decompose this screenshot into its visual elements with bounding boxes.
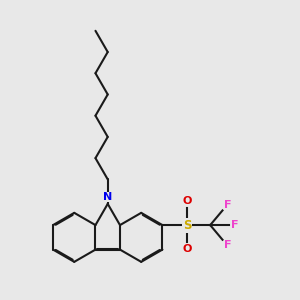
Text: F: F: [231, 220, 238, 230]
Text: F: F: [224, 200, 231, 210]
Text: O: O: [182, 196, 192, 206]
Text: O: O: [182, 244, 192, 254]
Text: N: N: [103, 192, 112, 202]
Text: F: F: [224, 240, 231, 250]
Text: S: S: [183, 219, 191, 232]
